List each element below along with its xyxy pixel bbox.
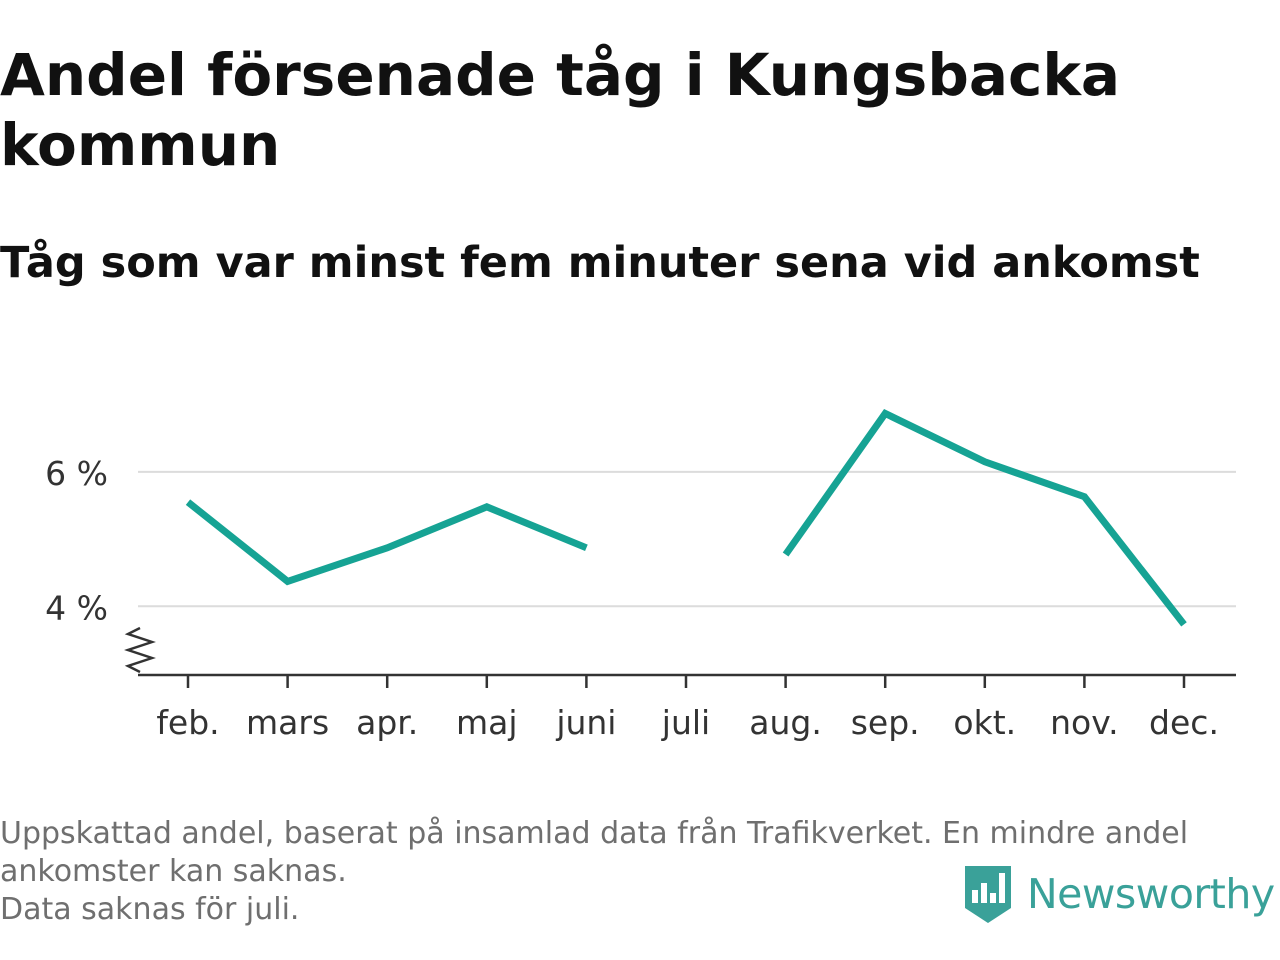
x-axis-tick-labels: feb. mars apr. maj juni juli aug. sep. okt. nov. d… — [156, 703, 1219, 742]
x-tick-label: apr. — [356, 703, 418, 742]
y-tick-label: 6 % — [45, 454, 108, 493]
x-tick-label: aug. — [749, 703, 822, 742]
chart-subtitle: Tåg som var minst fem minuter sena vid a… — [0, 238, 1200, 288]
data-series — [185, 409, 1187, 627]
x-tick-label: maj — [456, 703, 518, 742]
footnote-line-1: Uppskattad andel, baserat på insamlad da… — [0, 816, 1189, 851]
line-chart: 4 % 6 % feb. mars apr. maj juni juli aug. sep. ok… — [45, 409, 1236, 742]
y-axis-break-mark — [124, 626, 156, 674]
x-tick-label: dec. — [1149, 703, 1219, 742]
series-line-segment — [782, 409, 1187, 627]
footnote-line-2: ankomster kan saknas. — [0, 854, 347, 889]
chart-title: Andel försenade tåg i Kungsbacka kommun — [0, 41, 1121, 179]
newsworthy-logo: Newsworthy — [963, 862, 1275, 926]
grid-lines — [138, 470, 1236, 608]
x-tick-label: okt. — [953, 703, 1016, 742]
series-line-segment — [185, 499, 588, 586]
footnote-line-3: Data saknas för juli. — [0, 892, 300, 927]
x-tick-label: mars — [246, 703, 329, 742]
x-tick-label: nov. — [1050, 703, 1119, 742]
brand-name: Newsworthy — [1027, 870, 1275, 918]
y-axis-tick-labels: 4 % 6 % — [45, 454, 108, 627]
x-tick-label: feb. — [156, 703, 219, 742]
x-tick-label: juli — [661, 703, 710, 742]
y-tick-label: 4 % — [45, 588, 108, 627]
bar-chart-badge-icon — [965, 866, 1011, 923]
x-tick-label: sep. — [851, 703, 920, 742]
x-tick-label: juni — [555, 703, 616, 742]
x-axis — [124, 626, 1236, 688]
